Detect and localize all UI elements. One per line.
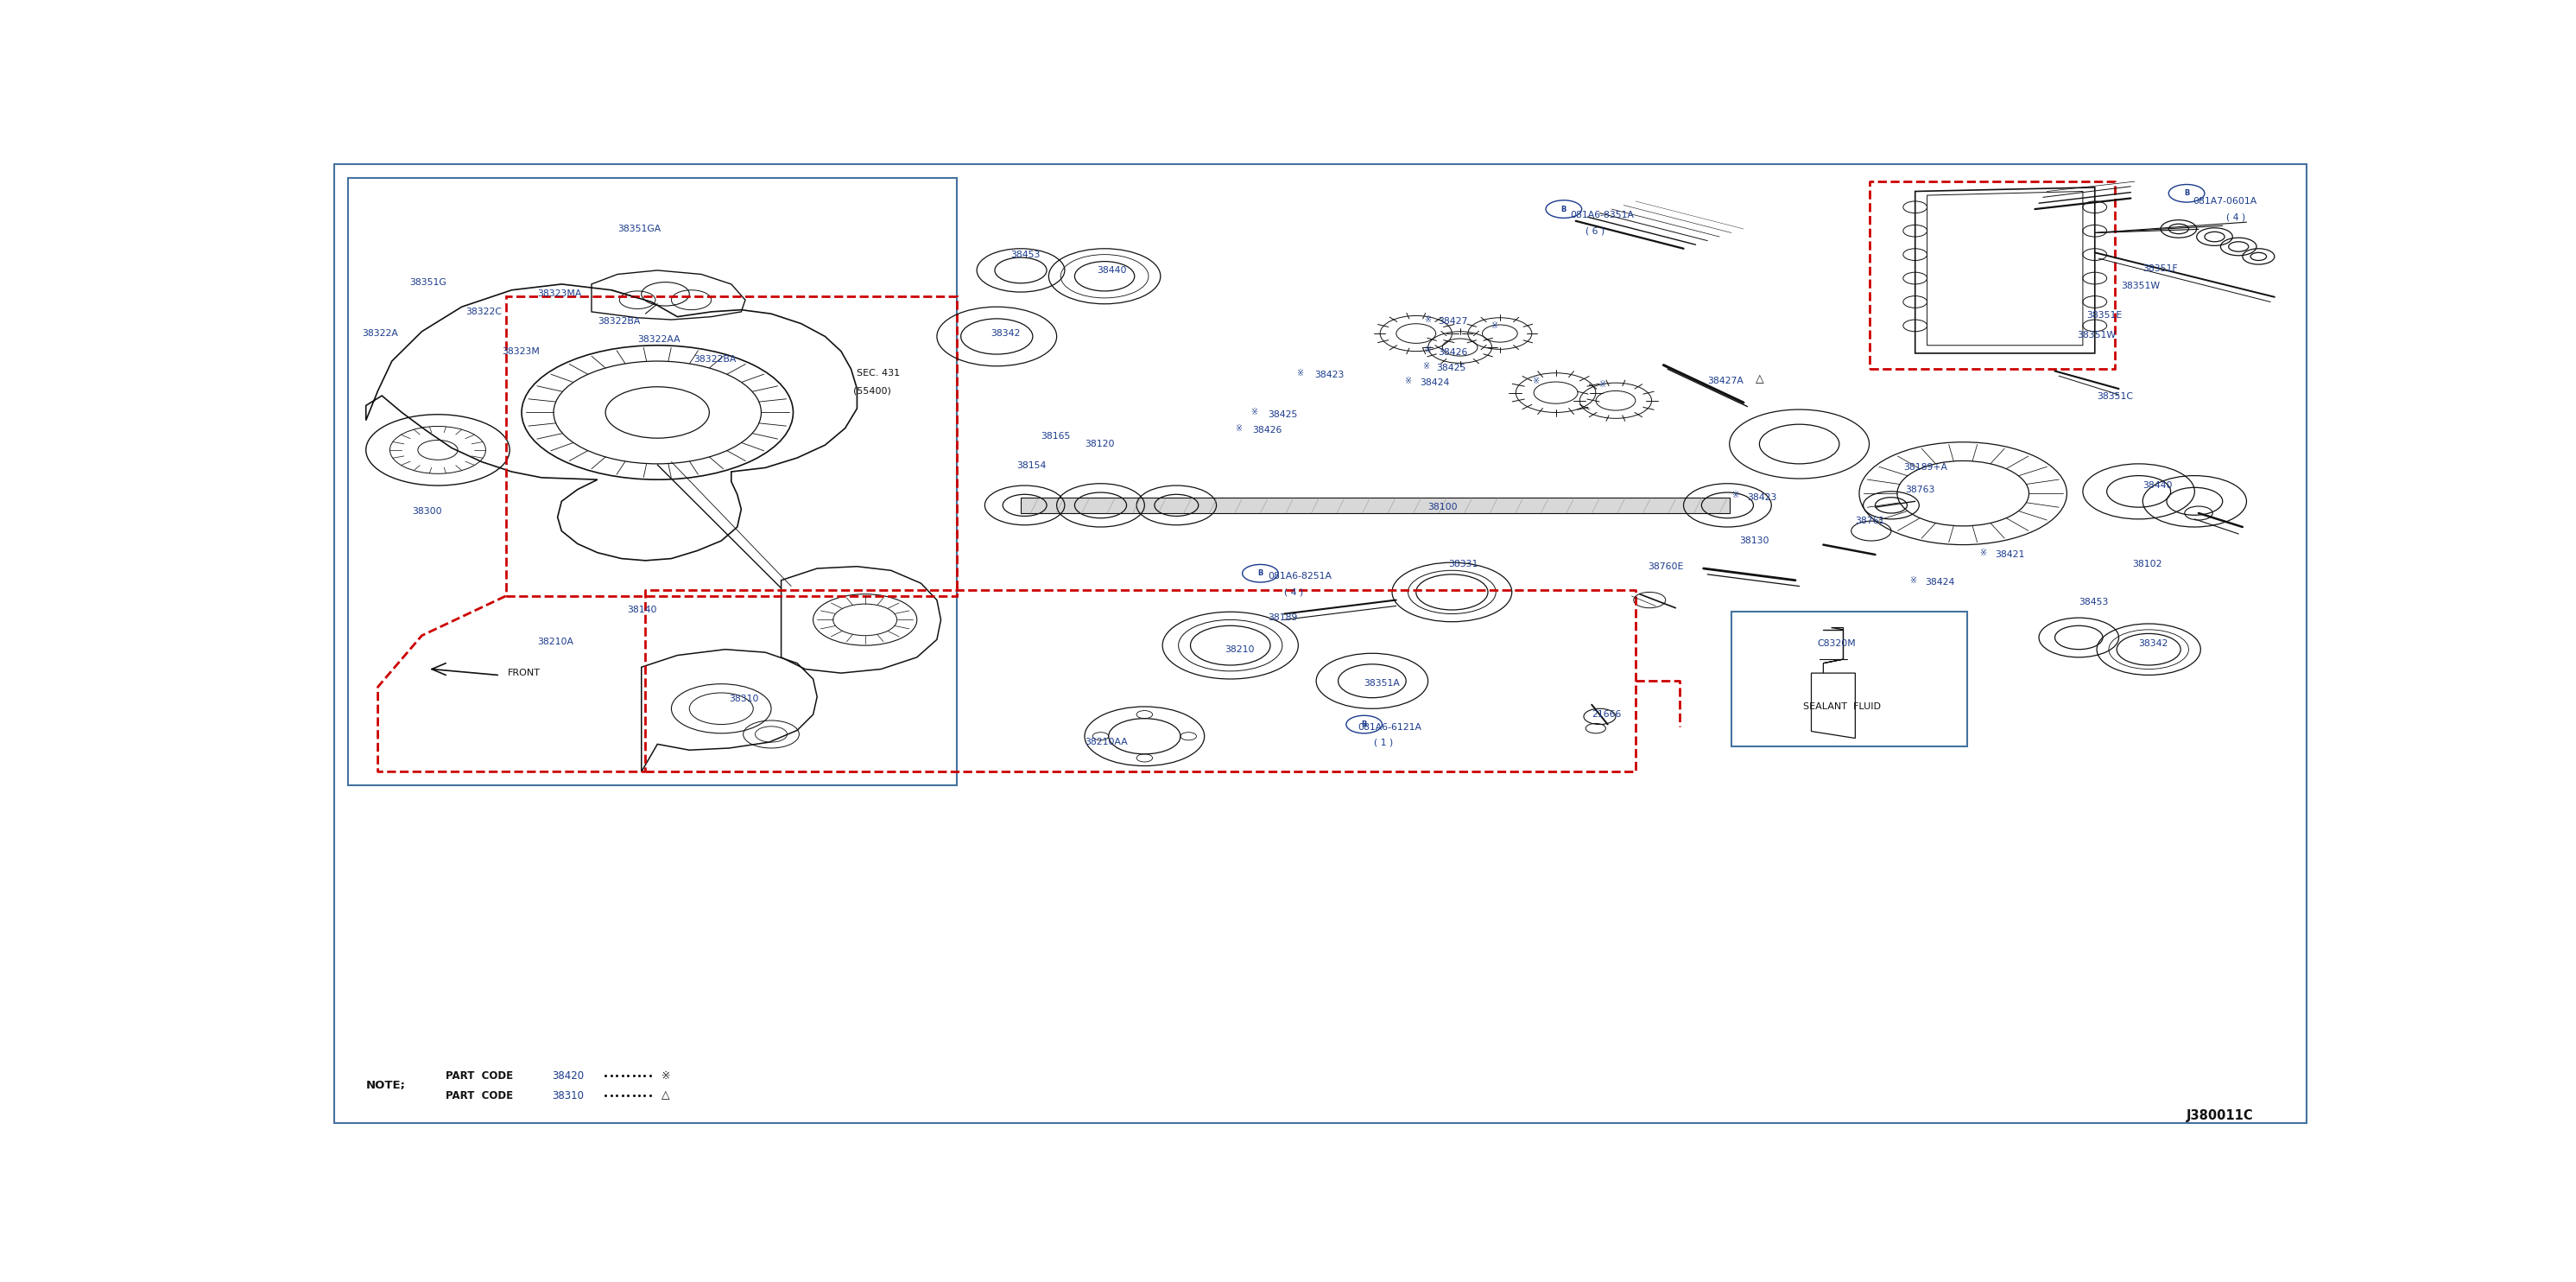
Text: 38342: 38342 bbox=[992, 329, 1020, 338]
Text: ※: ※ bbox=[1252, 408, 1257, 417]
Text: △: △ bbox=[662, 1090, 670, 1101]
Text: 38100: 38100 bbox=[1427, 503, 1458, 512]
Text: 38130: 38130 bbox=[1739, 536, 1770, 545]
Text: 38140: 38140 bbox=[629, 605, 657, 614]
Text: 081A6-8251A: 081A6-8251A bbox=[1267, 572, 1332, 581]
Text: 38426: 38426 bbox=[1252, 426, 1283, 435]
Text: 38453: 38453 bbox=[2079, 597, 2110, 606]
Text: 38426: 38426 bbox=[1437, 347, 1468, 356]
Text: 38351C: 38351C bbox=[2097, 392, 2133, 401]
Text: 38342: 38342 bbox=[2138, 640, 2169, 647]
Text: 38761: 38761 bbox=[1855, 517, 1886, 526]
Text: 38427: 38427 bbox=[1437, 318, 1468, 326]
Text: 38760E: 38760E bbox=[1649, 562, 1682, 570]
Text: 38210A: 38210A bbox=[538, 637, 574, 646]
Text: 38120: 38120 bbox=[1084, 440, 1115, 449]
Text: 38310: 38310 bbox=[551, 1090, 585, 1101]
Text: 081A7-0601A: 081A7-0601A bbox=[2192, 197, 2257, 205]
Text: 38351G: 38351G bbox=[410, 278, 446, 286]
Text: 38424: 38424 bbox=[1419, 378, 1450, 387]
FancyBboxPatch shape bbox=[348, 177, 956, 786]
Text: 38323M: 38323M bbox=[502, 347, 538, 355]
Text: ※: ※ bbox=[1234, 424, 1242, 432]
Text: 38423: 38423 bbox=[1314, 370, 1345, 379]
Text: ※: ※ bbox=[1422, 362, 1430, 370]
Text: 38323MA: 38323MA bbox=[538, 290, 582, 299]
Text: 38322BA: 38322BA bbox=[693, 355, 737, 364]
FancyBboxPatch shape bbox=[335, 164, 2306, 1123]
Text: 38310: 38310 bbox=[729, 695, 760, 703]
Text: ( 4 ): ( 4 ) bbox=[2226, 213, 2246, 222]
Text: ※: ※ bbox=[1731, 491, 1739, 500]
Text: 38154: 38154 bbox=[1018, 462, 1046, 470]
Text: (55400): (55400) bbox=[853, 386, 891, 395]
Text: ( 4 ): ( 4 ) bbox=[1285, 588, 1303, 596]
Text: 38351F: 38351F bbox=[2143, 264, 2177, 273]
Text: FRONT: FRONT bbox=[507, 669, 541, 677]
Text: SEC. 431: SEC. 431 bbox=[858, 369, 902, 377]
Text: 38763: 38763 bbox=[1906, 485, 1935, 494]
Text: ( 6 ): ( 6 ) bbox=[1587, 227, 1605, 235]
Text: 38322A: 38322A bbox=[361, 329, 399, 338]
Text: ※: ※ bbox=[1296, 369, 1303, 377]
Text: 38453: 38453 bbox=[1010, 250, 1041, 259]
Text: ※: ※ bbox=[1978, 549, 1986, 556]
Text: PART  CODE: PART CODE bbox=[446, 1070, 513, 1082]
Text: J380011C: J380011C bbox=[2187, 1109, 2254, 1122]
Text: 081A6-8351A: 081A6-8351A bbox=[1569, 210, 1633, 219]
Text: ※: ※ bbox=[1404, 377, 1412, 385]
Text: ※: ※ bbox=[1909, 576, 1917, 585]
Text: 38322AA: 38322AA bbox=[636, 335, 680, 344]
Text: 38351A: 38351A bbox=[1365, 678, 1401, 687]
Text: B: B bbox=[2184, 190, 2190, 197]
Text: 38351W: 38351W bbox=[2076, 331, 2115, 340]
Text: NOTE;: NOTE; bbox=[366, 1079, 404, 1091]
Text: PART  CODE: PART CODE bbox=[446, 1090, 513, 1101]
Text: 38421: 38421 bbox=[1994, 550, 2025, 559]
Text: C8320M: C8320M bbox=[1816, 640, 1855, 647]
Text: 38425: 38425 bbox=[1267, 410, 1298, 419]
Text: B: B bbox=[1257, 569, 1262, 577]
Text: 38427A: 38427A bbox=[1708, 377, 1744, 385]
Text: 38351W: 38351W bbox=[2120, 282, 2159, 291]
Text: 21666: 21666 bbox=[1592, 710, 1620, 719]
Text: 38189+A: 38189+A bbox=[1904, 463, 1947, 472]
Text: 081A6-6121A: 081A6-6121A bbox=[1358, 723, 1422, 732]
Text: 38420: 38420 bbox=[551, 1070, 585, 1082]
Text: B: B bbox=[1360, 720, 1368, 728]
Text: ※: ※ bbox=[1425, 346, 1432, 355]
Text: 38425: 38425 bbox=[1435, 364, 1466, 372]
Text: 38440: 38440 bbox=[2143, 481, 2172, 490]
Text: 38440: 38440 bbox=[1097, 265, 1126, 274]
Text: 38331: 38331 bbox=[1448, 560, 1479, 569]
Text: ※: ※ bbox=[662, 1070, 670, 1082]
Text: ※: ※ bbox=[1425, 315, 1432, 324]
FancyBboxPatch shape bbox=[1020, 497, 1728, 513]
Text: 38165: 38165 bbox=[1041, 432, 1072, 441]
Text: B: B bbox=[1561, 205, 1566, 213]
Text: 38351E: 38351E bbox=[2087, 312, 2123, 320]
Text: ※: ※ bbox=[1597, 381, 1605, 390]
Text: 38300: 38300 bbox=[412, 506, 440, 515]
Text: 38210AA: 38210AA bbox=[1084, 738, 1128, 746]
Text: ※: ※ bbox=[1533, 377, 1540, 385]
Text: 38210: 38210 bbox=[1224, 645, 1255, 654]
Text: 38102: 38102 bbox=[2133, 560, 2161, 569]
Text: ※: ※ bbox=[1492, 322, 1497, 329]
Text: SEALANT  FLUID: SEALANT FLUID bbox=[1803, 703, 1880, 712]
Text: 38423: 38423 bbox=[1747, 494, 1777, 501]
Text: 38322BA: 38322BA bbox=[598, 318, 641, 326]
Text: 38322C: 38322C bbox=[466, 308, 502, 317]
Text: 38351GA: 38351GA bbox=[618, 224, 662, 233]
FancyBboxPatch shape bbox=[1731, 612, 1968, 746]
Text: △: △ bbox=[1754, 373, 1765, 385]
Text: 38189: 38189 bbox=[1267, 614, 1298, 622]
Text: 38424: 38424 bbox=[1924, 578, 1955, 587]
Text: ( 1 ): ( 1 ) bbox=[1373, 738, 1394, 746]
